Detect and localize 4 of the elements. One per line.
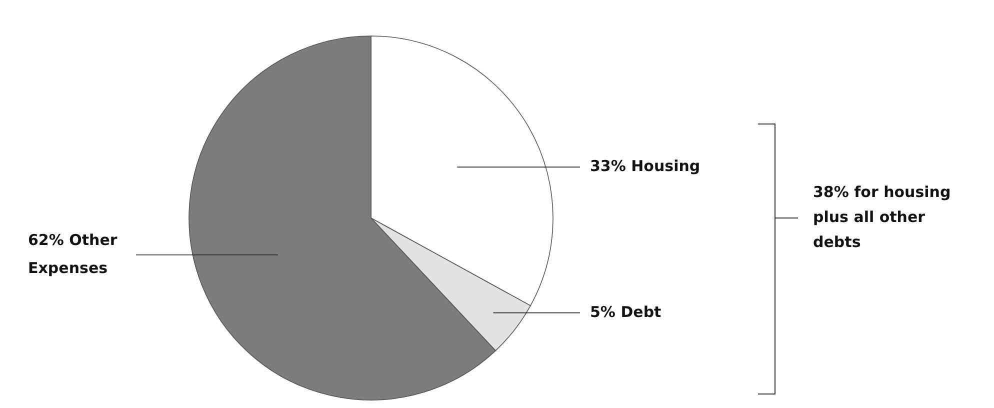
slice-label: 33% Housing [590,157,700,176]
text: 38% for housing plus all other debts [813,183,951,252]
slice-label: 5% Debt [590,302,662,321]
slice-label: 62% Other Expenses [28,230,118,277]
